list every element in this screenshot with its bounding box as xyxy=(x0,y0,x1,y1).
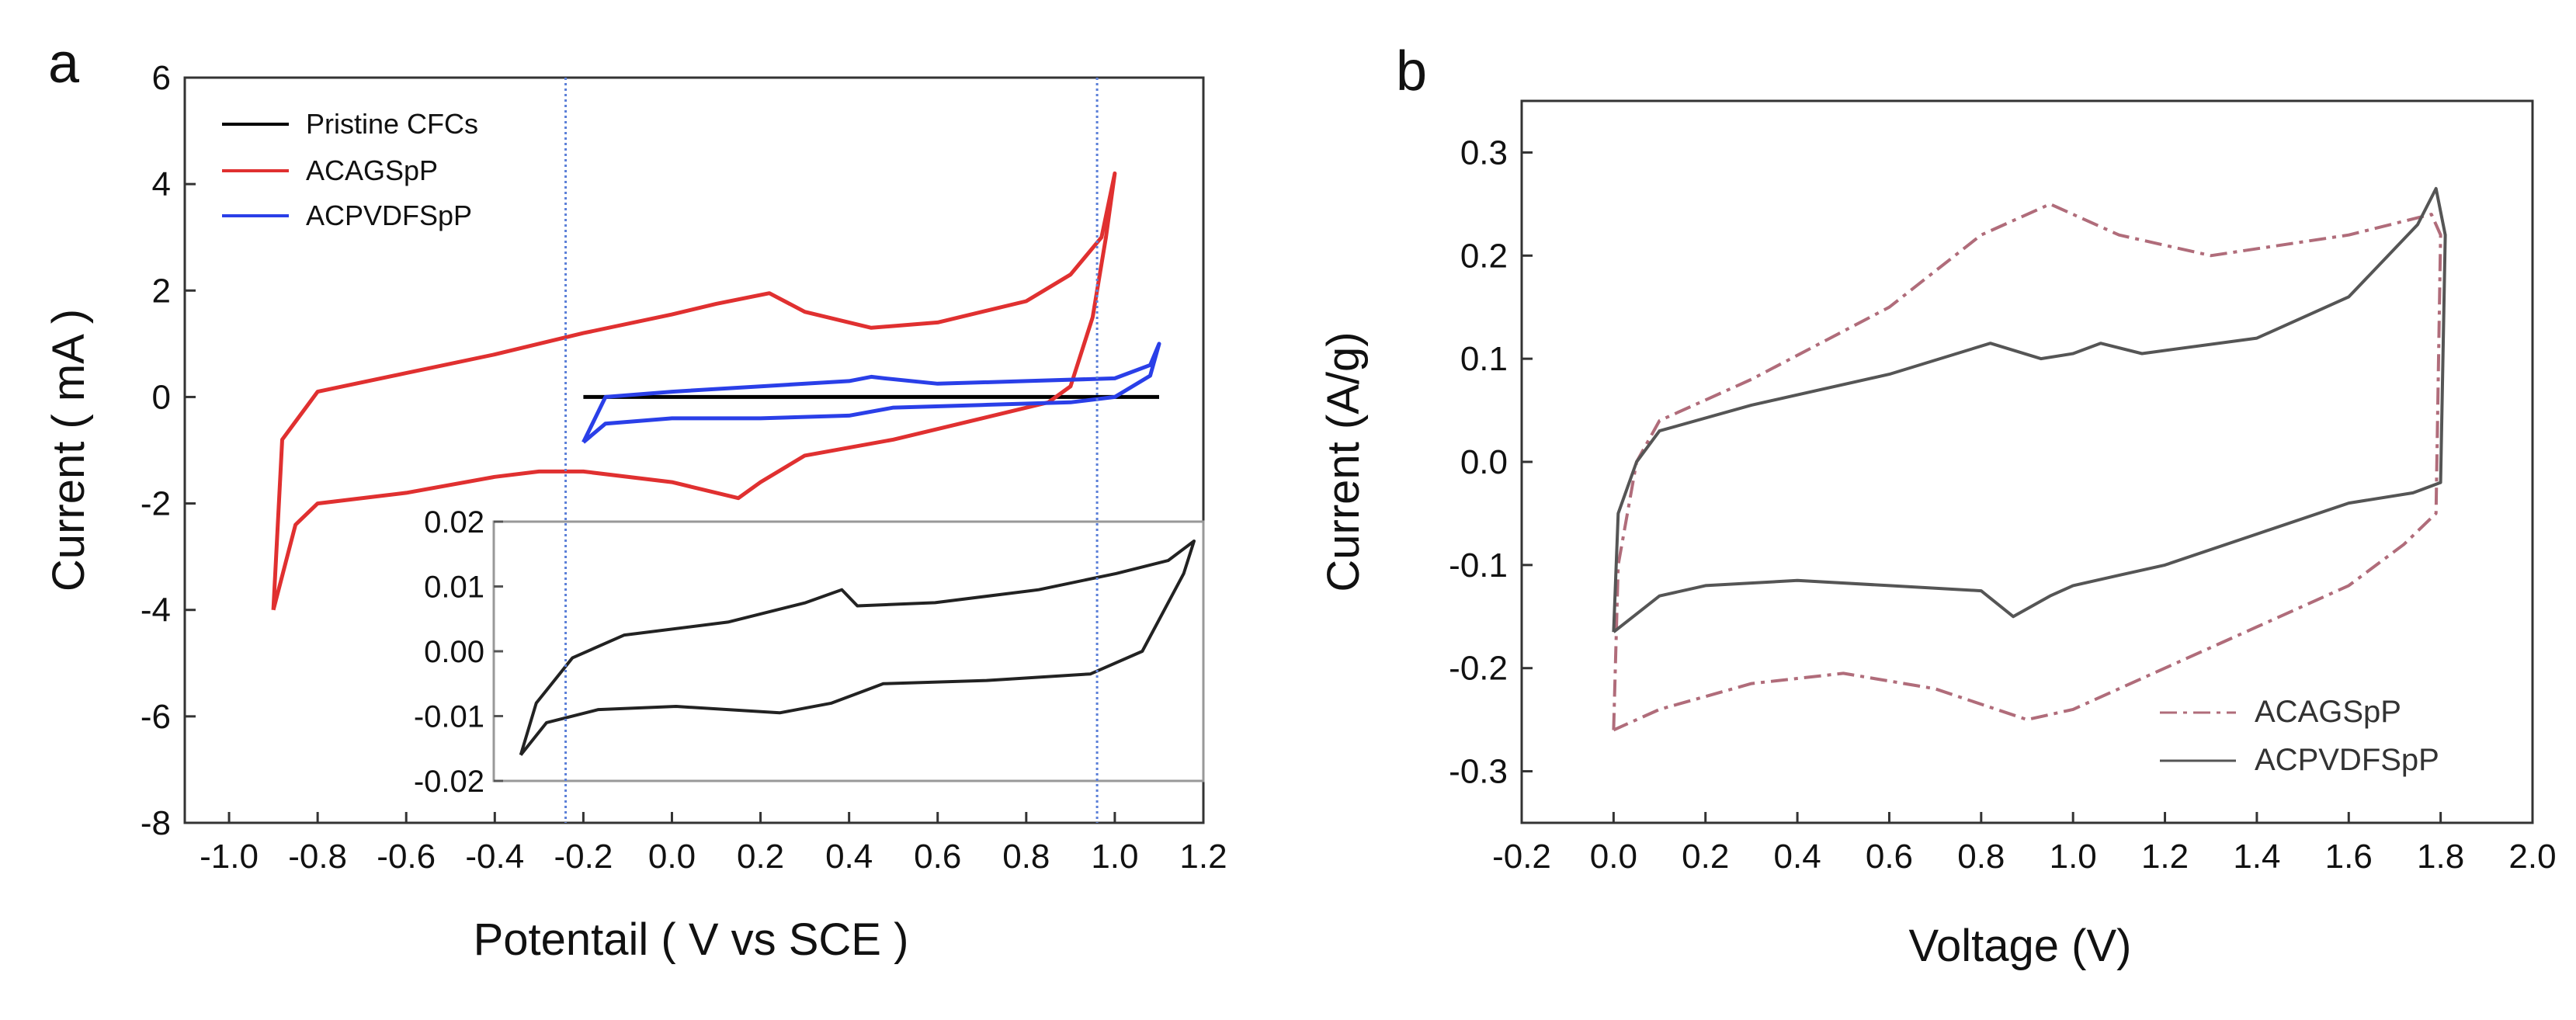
panel-a-xtick-label: 1.0 xyxy=(1091,838,1138,876)
panel-b-ytick-label: -0.3 xyxy=(1449,753,1508,791)
panel-b-ylabel: Current (A/g) xyxy=(1318,331,1369,592)
panel-a-xtick-label: -0.2 xyxy=(554,838,613,876)
panel-a-xlabel: Potentail ( V vs SCE ) xyxy=(474,914,909,965)
panel-b-xtick-label: 0.6 xyxy=(1866,838,1913,876)
panel-a-ytick-label: -4 xyxy=(141,592,171,630)
panel-b: b -0.2 0.0 0.2 0.4 0.6 0.8 1.0 1.2 1.4 1.6 1.8 2.0 0… xyxy=(1318,40,2557,971)
panel-a-xtick-label: -0.4 xyxy=(465,838,524,876)
legend-b-acpvdfspp: ACPVDFSpP xyxy=(2255,743,2439,777)
panel-a-inset-ytick-label: 0.00 xyxy=(424,635,484,669)
panel-b-ytick-label: 0.3 xyxy=(1460,134,1508,172)
panel-b-ytick-label: 0.1 xyxy=(1460,340,1508,378)
panel-b-xlabel: Voltage (V) xyxy=(1909,921,2132,971)
panel-a-series-acpvdfspp xyxy=(582,342,1161,444)
panel-a-legend: Pristine CFCs ACAGSpP ACPVDFSpP xyxy=(222,108,478,231)
panel-a-ytick-label: 6 xyxy=(152,59,171,97)
panel-a-xtick-label: 0.8 xyxy=(1002,838,1050,876)
panel-a-label: a xyxy=(48,33,80,95)
panel-b-xtick-label: 1.4 xyxy=(2233,838,2280,876)
panel-a-inset: 0.02 0.01 0.00 -0.01 -0.02 xyxy=(414,505,1205,799)
panel-a-inset-series-pristine-cfcs xyxy=(519,539,1196,756)
panel-a-xtick-label: 0.0 xyxy=(648,838,696,876)
panel-b-xtick-label: 1.0 xyxy=(2050,838,2097,876)
legend-a-acpvdfspp: ACPVDFSpP xyxy=(306,199,472,231)
panel-b-ytick-label: 0.0 xyxy=(1460,443,1508,481)
panel-b-ytick-label: -0.2 xyxy=(1449,650,1508,688)
panel-a-xtick-label: -0.6 xyxy=(377,838,436,876)
panel-a-inset-ytick-label: 0.02 xyxy=(424,505,484,539)
panel-a-xtick-label: 0.6 xyxy=(914,838,961,876)
panel-a-ylabel: Current ( mA ) xyxy=(43,309,94,592)
panel-a-inset-frame xyxy=(492,520,1205,782)
panel-b-xtick-label: -0.2 xyxy=(1492,838,1551,876)
panel-a-ytick-label: 2 xyxy=(152,272,171,310)
panel-a-ytick-label: -2 xyxy=(141,485,171,523)
panel-b-ytick-label: 0.2 xyxy=(1460,237,1508,275)
panel-a-inset-ytick-label: 0.01 xyxy=(424,571,484,605)
panel-a-xtick-label: 0.2 xyxy=(737,838,784,876)
panel-b-xtick-label: 1.8 xyxy=(2417,838,2464,876)
panel-a-ytick-label: -8 xyxy=(141,804,171,842)
panel-b-xtick-label: 0.0 xyxy=(1590,838,1637,876)
panel-a-xtick-label: -1.0 xyxy=(200,838,259,876)
panel-b-xtick-label: 2.0 xyxy=(2508,838,2556,876)
legend-a-acagspp: ACAGSpP xyxy=(306,154,438,186)
legend-b-acagspp: ACAGSpP xyxy=(2255,695,2401,729)
panel-a-xtick-label: 0.4 xyxy=(825,838,873,876)
panel-a-inset-ytick-label: -0.01 xyxy=(414,700,484,734)
panel-a-xtick-label: -0.8 xyxy=(288,838,347,876)
panel-b-series-acpvdfspp xyxy=(1612,186,2447,633)
panel-a: a -1.0 -0.8 -0.6 -0.4 -0.2 0.0 0.2 0.4 0.6 0.8 1.0… xyxy=(43,33,1227,965)
panel-b-xtick-label: 0.4 xyxy=(1774,838,1821,876)
panel-a-series-acagspp xyxy=(271,171,1117,611)
panel-b-series-acagspp xyxy=(1612,202,2442,732)
panel-a-plot-frame xyxy=(183,76,1205,824)
panel-b-legend: ACAGSpP ACPVDFSpP xyxy=(2160,695,2439,777)
panel-a-inset-ytick-label: -0.02 xyxy=(414,765,484,799)
panel-b-xtick-label: 0.2 xyxy=(1682,838,1729,876)
panel-b-xtick-label: 1.2 xyxy=(2141,838,2189,876)
legend-a-pristine: Pristine CFCs xyxy=(306,108,478,140)
panel-a-ytick-label: 4 xyxy=(152,165,171,203)
panel-a-ytick-label: 0 xyxy=(152,378,171,416)
panel-b-ytick-label: -0.1 xyxy=(1449,546,1508,585)
panel-b-label: b xyxy=(1396,40,1427,102)
panel-a-ytick-label: -6 xyxy=(141,698,171,736)
panel-b-xtick-label: 1.6 xyxy=(2325,838,2373,876)
panel-b-xtick-label: 0.8 xyxy=(1957,838,2005,876)
panel-a-xtick-label: 1.2 xyxy=(1179,838,1227,876)
